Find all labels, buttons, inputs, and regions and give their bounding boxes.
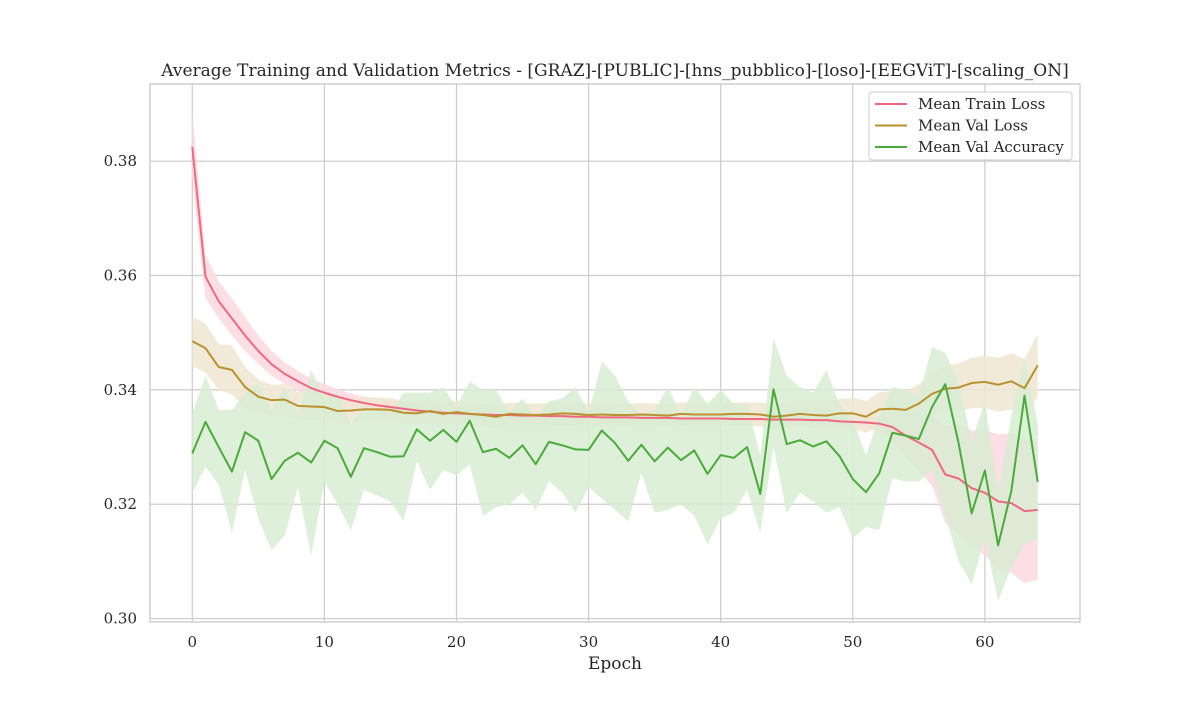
y-tick-label: 0.30 bbox=[104, 610, 137, 628]
plot-frame bbox=[149, 83, 1081, 623]
legend-label: Mean Val Loss bbox=[918, 117, 1028, 135]
y-tick-label: 0.38 bbox=[104, 152, 137, 170]
x-tick-label: 60 bbox=[975, 633, 994, 651]
train-loss-line bbox=[191, 146, 1038, 513]
y-tick-label: 0.32 bbox=[104, 495, 137, 513]
x-tick-label: 40 bbox=[711, 633, 730, 651]
legend: Mean Train Loss Mean Val Loss Mean Val Acc… bbox=[868, 91, 1073, 161]
legend-box bbox=[868, 91, 1073, 161]
tick-labels: 0 10 20 30 40 50 60 0.30 0.32 0.34 0.36 0.38 bbox=[104, 152, 995, 651]
x-tick-label: 0 bbox=[187, 633, 197, 651]
x-tick-label: 30 bbox=[579, 633, 598, 651]
val-accuracy-band bbox=[192, 338, 1038, 602]
series-lines bbox=[191, 146, 1039, 547]
x-tick-label: 50 bbox=[843, 633, 862, 651]
x-tick-label: 20 bbox=[447, 633, 466, 651]
y-tick-label: 0.34 bbox=[104, 381, 137, 399]
train-loss-band bbox=[192, 112, 1038, 584]
x-tick-label: 10 bbox=[315, 633, 334, 651]
legend-label: Mean Val Accuracy bbox=[918, 138, 1064, 156]
y-tick-label: 0.36 bbox=[104, 267, 137, 285]
chart-title: Average Training and Validation Metrics … bbox=[160, 61, 1068, 81]
val-loss-line bbox=[191, 340, 1039, 418]
val-accuracy-line bbox=[191, 383, 1039, 547]
confidence-bands bbox=[192, 112, 1038, 602]
legend-label: Mean Train Loss bbox=[918, 95, 1045, 113]
x-axis-label: Epoch bbox=[588, 654, 642, 674]
